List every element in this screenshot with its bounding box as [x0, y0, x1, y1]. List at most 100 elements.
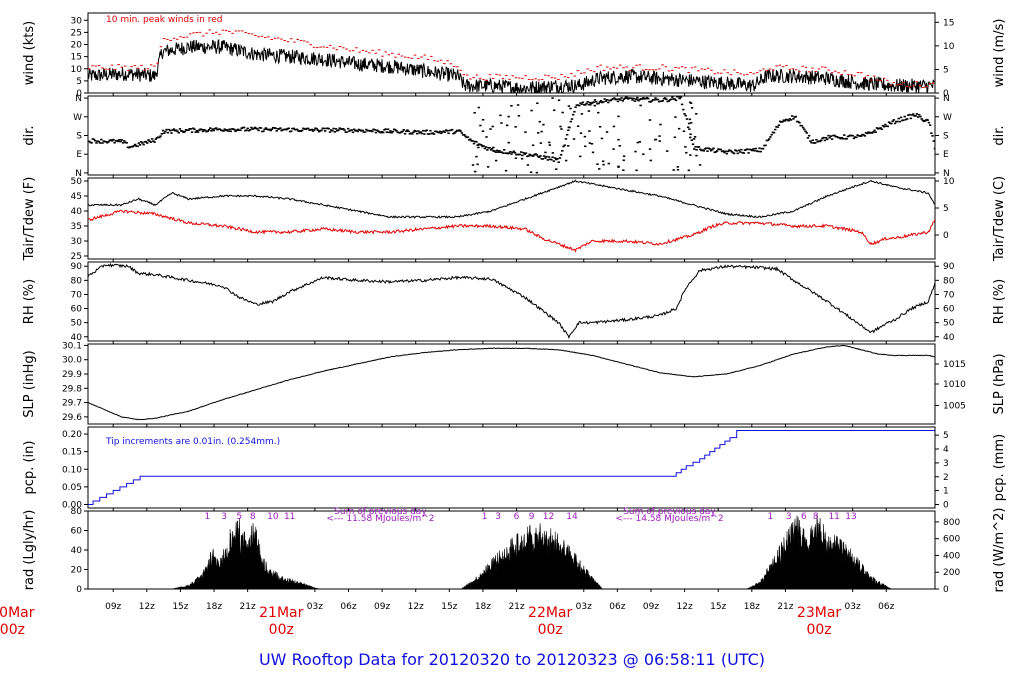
dir-point [798, 121, 801, 124]
day-label: 21Mar [259, 605, 303, 621]
dir-point [517, 153, 520, 156]
dir-point [300, 129, 304, 132]
dir-point [673, 136, 677, 139]
dir-point [768, 138, 771, 140]
dir-point [344, 131, 347, 133]
dir-point [362, 131, 366, 133]
dir-point [517, 114, 521, 117]
dir-point [690, 107, 694, 109]
dir-point [653, 99, 656, 101]
dir-point [121, 141, 125, 144]
dir-point [882, 125, 886, 128]
dir-point [827, 134, 830, 137]
dir-point [622, 98, 626, 100]
dir-point [602, 163, 605, 166]
dir-point [536, 102, 539, 105]
dir-point [383, 129, 386, 131]
series-group [88, 179, 935, 253]
dir-point [535, 154, 539, 156]
dir-point [516, 104, 520, 106]
dir-point [879, 127, 882, 129]
dir-point [735, 150, 738, 152]
dir-point [313, 129, 316, 131]
panel-frame [87, 177, 936, 260]
dir-point [486, 149, 489, 151]
dir-point [682, 108, 685, 111]
y-tick-label: 5 [76, 77, 82, 87]
dir-point [443, 131, 447, 134]
series-group [88, 262, 935, 340]
dir-point [507, 141, 510, 144]
dir-point [403, 132, 407, 135]
dir-point [98, 142, 102, 144]
dir-point [672, 98, 675, 100]
dir-point [215, 127, 218, 129]
dir-point [677, 96, 680, 98]
dir-point [764, 144, 767, 147]
y-tick-label: 29.9 [62, 370, 82, 380]
dir-point [588, 142, 592, 144]
dir-point [475, 141, 478, 143]
dir-point [492, 150, 495, 152]
dir-point [665, 98, 668, 101]
dir-point [589, 103, 592, 106]
series-line-1 [88, 209, 935, 253]
dir-point [452, 132, 455, 135]
y-tick-label: 20 [71, 566, 83, 576]
dir-point [424, 130, 427, 132]
dir-point [866, 132, 869, 135]
dir-point [567, 105, 571, 107]
rad-annotation: Sum of previous day [334, 507, 427, 517]
y-tick-label: 0.05 [62, 483, 82, 493]
dir-point [489, 148, 493, 151]
dir-point [302, 127, 305, 130]
dir-point [202, 129, 206, 131]
dir-point [493, 150, 496, 152]
dir-point [706, 150, 709, 153]
dir-point [603, 98, 606, 100]
dir-point [874, 131, 877, 133]
dir-point [622, 155, 626, 157]
dir-point [106, 141, 109, 144]
dir-point [902, 119, 905, 121]
dir-point [130, 146, 133, 148]
dir-point [712, 147, 715, 150]
dir-point [489, 128, 492, 130]
dir-point [625, 96, 628, 98]
dir-point [801, 126, 805, 129]
y-tick-label: 40 [71, 546, 83, 556]
dir-point [285, 128, 288, 131]
dir-point [875, 127, 879, 129]
right-tick-label: 1010 [943, 380, 966, 390]
dir-point [698, 164, 702, 166]
dir-point [492, 146, 495, 149]
y-tick-label: 30.0 [62, 356, 82, 366]
dir-point [233, 128, 236, 131]
right-tick-label: 40 [943, 333, 955, 343]
dir-point [687, 122, 691, 125]
hour-label: 11 [828, 512, 839, 522]
x-tick-label: 09z [105, 602, 121, 612]
x-tick-label: 18z [206, 602, 222, 612]
dir-point [596, 163, 599, 166]
y-tick-label: 60 [71, 305, 83, 315]
y-axis-label: Tair/Tdew (F) [22, 177, 37, 262]
dir-point [398, 132, 402, 134]
right-tick-label: 80 [943, 276, 955, 286]
dir-point [821, 137, 824, 140]
dir-point [467, 139, 471, 141]
dir-point [551, 97, 554, 99]
dir-point [330, 129, 333, 131]
dir-point [231, 128, 235, 130]
y-tick-label: 50 [71, 177, 83, 187]
x-tick-label: 12z [139, 602, 155, 612]
dir-point [580, 113, 584, 115]
dir-point [774, 128, 777, 131]
dir-point [147, 139, 150, 141]
dir-point [507, 152, 511, 154]
dir-point [549, 158, 552, 161]
dir-point [265, 128, 269, 131]
dir-point [612, 148, 615, 150]
dir-point [932, 140, 935, 142]
dir-point [395, 130, 398, 132]
